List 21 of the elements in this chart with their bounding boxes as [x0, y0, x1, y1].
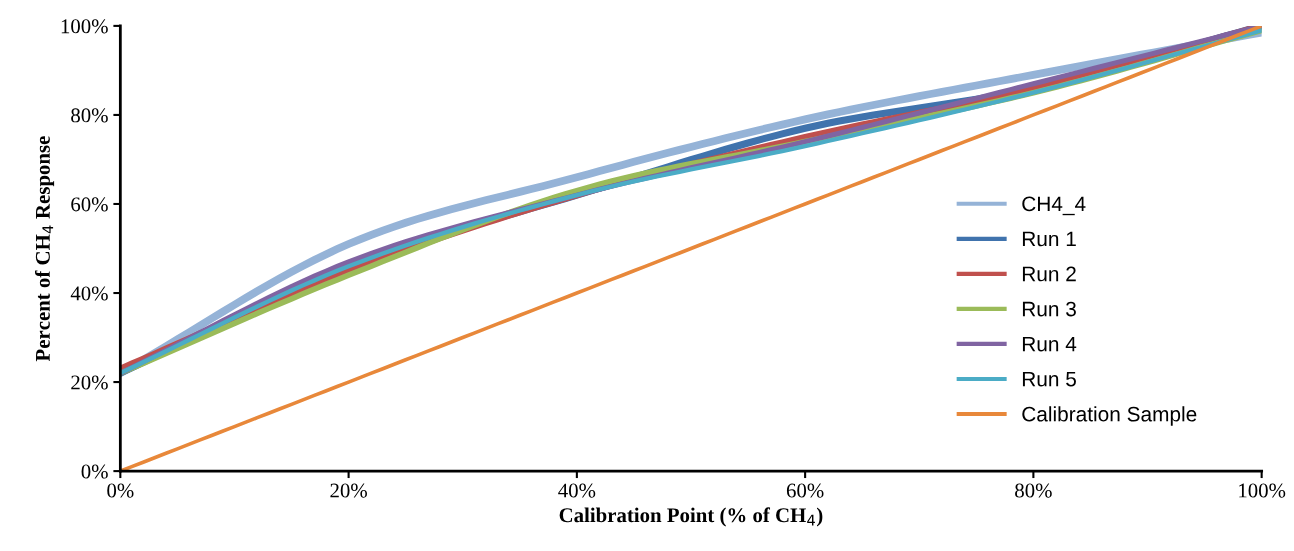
legend-label: CH4_4	[1022, 196, 1086, 216]
y-tick-label: 0%	[81, 464, 108, 479]
legend-label: Run 3	[1022, 301, 1076, 317]
x-axis-title: Calibration Point (% of CH$_{4}$)	[559, 507, 823, 527]
legend-label: Run 4	[1022, 336, 1077, 352]
x-tick-label: 80%	[1015, 483, 1052, 498]
x-tick-label: 100%	[1239, 483, 1286, 498]
y-tick-label: 80%	[71, 108, 108, 123]
legend-label: Run 1	[1022, 231, 1076, 247]
legend-label: Run 5	[1022, 371, 1076, 387]
x-tick-label: 20%	[330, 483, 367, 498]
y-tick-label: 40%	[70, 286, 108, 301]
x-tick-label: 0%	[107, 483, 134, 498]
y-tick-label: 20%	[71, 375, 108, 390]
y-tick-label: 100%	[61, 19, 108, 34]
y-axis-title: Percent of CH$_{4}$ Response	[35, 136, 55, 362]
legend-label: Calibration Sample	[1022, 406, 1197, 426]
y-tick-label: 60%	[71, 197, 108, 212]
legend-label: Run 2	[1022, 266, 1076, 282]
x-tick-label: 60%	[786, 483, 824, 498]
x-tick-label: 40%	[558, 483, 596, 498]
